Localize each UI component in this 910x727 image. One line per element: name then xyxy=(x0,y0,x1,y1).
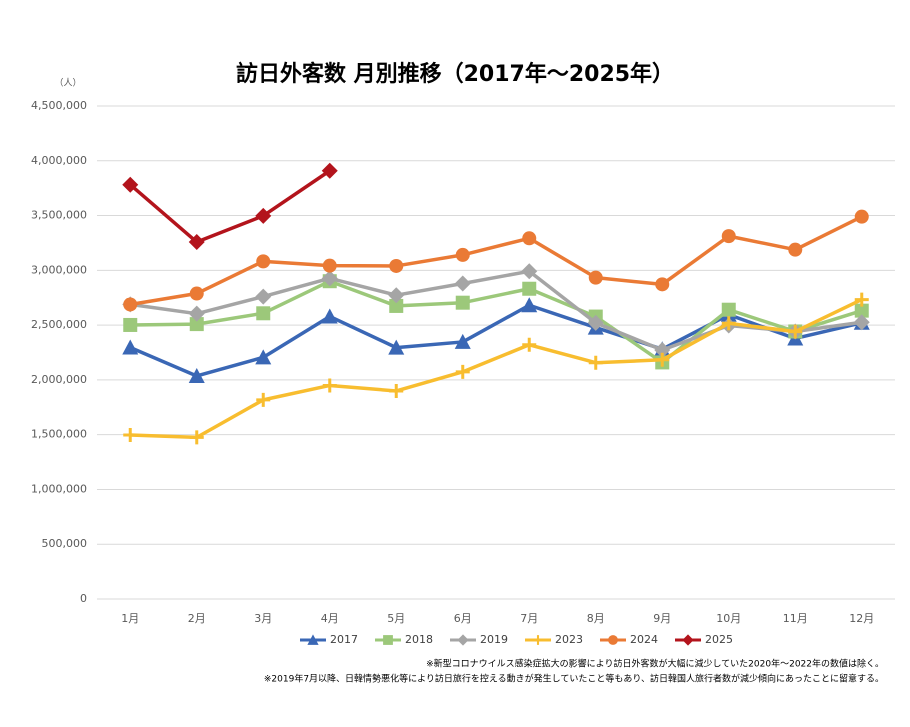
marker xyxy=(123,297,138,312)
marker xyxy=(721,229,736,244)
x-tick-label: 1月 xyxy=(121,612,139,625)
x-tick-label: 6月 xyxy=(454,612,472,625)
marker xyxy=(655,277,670,292)
marker xyxy=(588,355,603,370)
marker xyxy=(655,352,670,367)
marker xyxy=(255,288,272,305)
marker xyxy=(389,383,404,398)
x-tick-label: 10月 xyxy=(716,612,741,625)
marker xyxy=(454,333,471,349)
x-tick-label: 11月 xyxy=(783,612,808,625)
x-tick-label: 7月 xyxy=(520,612,538,625)
y-tick-label: 1,000,000 xyxy=(31,482,87,495)
marker xyxy=(189,317,204,332)
marker xyxy=(256,306,271,321)
legend-label: 2017 xyxy=(330,633,358,646)
y-tick-label: 0 xyxy=(80,592,87,605)
line xyxy=(129,215,863,307)
marker xyxy=(788,242,803,257)
marker xyxy=(255,207,272,224)
marker xyxy=(307,634,319,645)
marker xyxy=(521,297,538,313)
unit-label: （人） xyxy=(54,78,81,89)
y-tick-label: 500,000 xyxy=(42,537,88,550)
legend-label: 2023 xyxy=(555,633,583,646)
y-tick-label: 2,500,000 xyxy=(31,318,87,331)
x-tick-label: 9月 xyxy=(653,612,671,625)
marker xyxy=(854,292,869,307)
marker xyxy=(388,339,405,355)
x-tick-label: 8月 xyxy=(587,612,605,625)
line xyxy=(130,298,863,440)
marker xyxy=(123,317,138,332)
chart-title: 訪日外客数 月別推移（2017年～2025年） xyxy=(236,61,674,87)
legend-label: 2024 xyxy=(630,633,658,646)
line xyxy=(129,303,863,378)
y-tick-label: 3,000,000 xyxy=(31,263,87,276)
y-tick-label: 1,500,000 xyxy=(31,428,87,441)
marker xyxy=(256,392,271,407)
line xyxy=(129,169,331,244)
legend-label: 2025 xyxy=(705,633,733,646)
marker xyxy=(654,341,671,358)
marker xyxy=(321,308,338,324)
marker xyxy=(189,430,204,445)
line xyxy=(130,269,862,352)
marker xyxy=(255,349,272,365)
x-tick-label: 2月 xyxy=(188,612,206,625)
marker xyxy=(189,286,204,301)
line xyxy=(130,279,863,365)
marker xyxy=(721,302,736,317)
note: ※2019年7月以降、日韓情勢悪化等により訪日旅行を控える動きが発生していたこと… xyxy=(264,673,884,685)
marker xyxy=(854,209,869,224)
marker xyxy=(389,258,404,273)
marker xyxy=(853,314,870,331)
marker xyxy=(321,270,338,287)
y-tick-label: 2,000,000 xyxy=(31,373,87,386)
marker xyxy=(454,275,471,292)
marker xyxy=(188,367,205,383)
marker xyxy=(522,337,537,352)
marker xyxy=(588,270,603,285)
marker xyxy=(721,316,736,331)
marker xyxy=(521,263,538,280)
marker xyxy=(122,339,139,355)
marker xyxy=(389,298,404,313)
marker xyxy=(854,303,869,318)
marker xyxy=(383,635,393,645)
x-tick-label: 12月 xyxy=(849,612,874,625)
x-tick-label: 4月 xyxy=(321,612,339,625)
legend-label: 2018 xyxy=(405,633,433,646)
marker xyxy=(455,295,470,310)
marker xyxy=(587,314,604,331)
marker xyxy=(256,254,271,269)
marker xyxy=(522,231,537,246)
x-tick-label: 3月 xyxy=(254,612,272,625)
marker xyxy=(322,258,337,273)
x-tick-label: 5月 xyxy=(387,612,405,625)
marker xyxy=(322,378,337,393)
marker xyxy=(682,634,694,646)
y-tick-label: 4,000,000 xyxy=(31,154,87,167)
marker xyxy=(123,427,138,442)
marker xyxy=(608,635,618,645)
marker xyxy=(522,281,537,296)
marker xyxy=(188,305,205,322)
marker xyxy=(788,324,803,339)
marker xyxy=(122,176,139,193)
marker xyxy=(188,234,205,251)
marker xyxy=(321,162,338,179)
note: ※新型コロナウイルス感染症拡大の影響により訪日外客数が大幅に減少していた2020… xyxy=(426,658,884,670)
legend-label: 2019 xyxy=(480,633,508,646)
marker xyxy=(388,287,405,304)
y-tick-label: 4,500,000 xyxy=(31,99,87,112)
marker xyxy=(455,364,470,379)
marker xyxy=(455,247,470,262)
marker xyxy=(457,634,469,646)
y-tick-label: 3,500,000 xyxy=(31,209,87,222)
marker xyxy=(533,635,543,645)
